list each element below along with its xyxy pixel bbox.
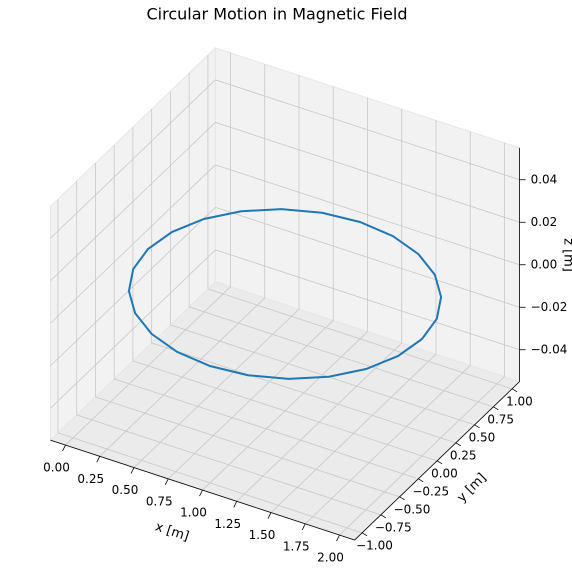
grid-line (215, 164, 520, 266)
x-tick (62, 444, 66, 452)
grid-line (215, 206, 520, 308)
grid-line (114, 378, 419, 480)
y-tick-label: −1.00 (356, 538, 393, 552)
y-tick (361, 532, 368, 537)
x-tick (267, 512, 272, 519)
grid-line (132, 360, 438, 462)
x-tick-label: 2.00 (317, 551, 344, 565)
grid-line (50, 164, 216, 324)
z-tick-label: 0.02 (531, 215, 558, 229)
x-tick (96, 456, 101, 463)
x-tick-label: 0.50 (112, 483, 139, 497)
x-tick (336, 534, 340, 542)
y-tick (493, 406, 499, 411)
y-tick (418, 478, 424, 483)
z-axis-label: z [m] (561, 238, 572, 272)
y-tick (380, 514, 387, 519)
x-tick-label: 1.50 (249, 528, 276, 542)
x-tick-label: 1.25 (214, 517, 241, 531)
z-tick-label: −0.04 (531, 342, 568, 356)
x-tick (130, 467, 135, 474)
y-tick-label: 0.50 (469, 430, 496, 444)
grid-line (76, 414, 381, 516)
y-tick-label: 0.75 (487, 412, 514, 426)
y-tick-label: 0.00 (431, 466, 458, 480)
y-tick (455, 442, 462, 447)
y-axis-line (354, 381, 520, 541)
grid-line (50, 79, 216, 239)
grid-line (151, 342, 456, 444)
x-tick-label: 1.75 (283, 539, 310, 553)
y-tick-label: 1.00 (506, 394, 533, 408)
y-axis-label: y [m] (454, 470, 489, 505)
y-tick (399, 496, 405, 501)
x-tick-label: 1.00 (180, 506, 207, 520)
grid-line (170, 324, 475, 426)
x-tick (164, 478, 169, 486)
x-tick-label: 0.75 (146, 494, 173, 508)
grid-line (50, 249, 216, 409)
grid-line (95, 396, 400, 498)
grid-line (50, 122, 216, 282)
y-tick (511, 388, 518, 393)
grid-line (57, 432, 363, 534)
z-tick-label: 0.00 (531, 257, 558, 271)
trajectory-line (127, 208, 443, 380)
x-tick (301, 523, 306, 531)
y-tick (474, 424, 480, 429)
x-axis-label: x [m] (153, 520, 191, 545)
grid-line (50, 207, 216, 367)
y-tick-label: −0.50 (394, 502, 431, 516)
grid-line (215, 121, 520, 223)
grid-line (215, 249, 520, 351)
grid-line (189, 306, 494, 408)
x-axis-line (50, 439, 355, 541)
chart-title: Circular Motion in Magnetic Field (147, 5, 408, 24)
x-tick (233, 501, 238, 508)
z-tick-label: 0.04 (531, 172, 558, 186)
x-tick-label: 0.00 (43, 461, 70, 475)
grid-line (215, 79, 520, 181)
y-tick-label: −0.75 (375, 520, 412, 534)
z-tick-label: −0.02 (531, 300, 568, 314)
y-tick-label: −0.25 (412, 484, 449, 498)
y-tick-label: 0.25 (450, 448, 477, 462)
grid-line (207, 288, 513, 390)
x-tick (199, 489, 203, 497)
y-tick (436, 460, 443, 465)
x-tick-label: 0.25 (77, 472, 104, 486)
